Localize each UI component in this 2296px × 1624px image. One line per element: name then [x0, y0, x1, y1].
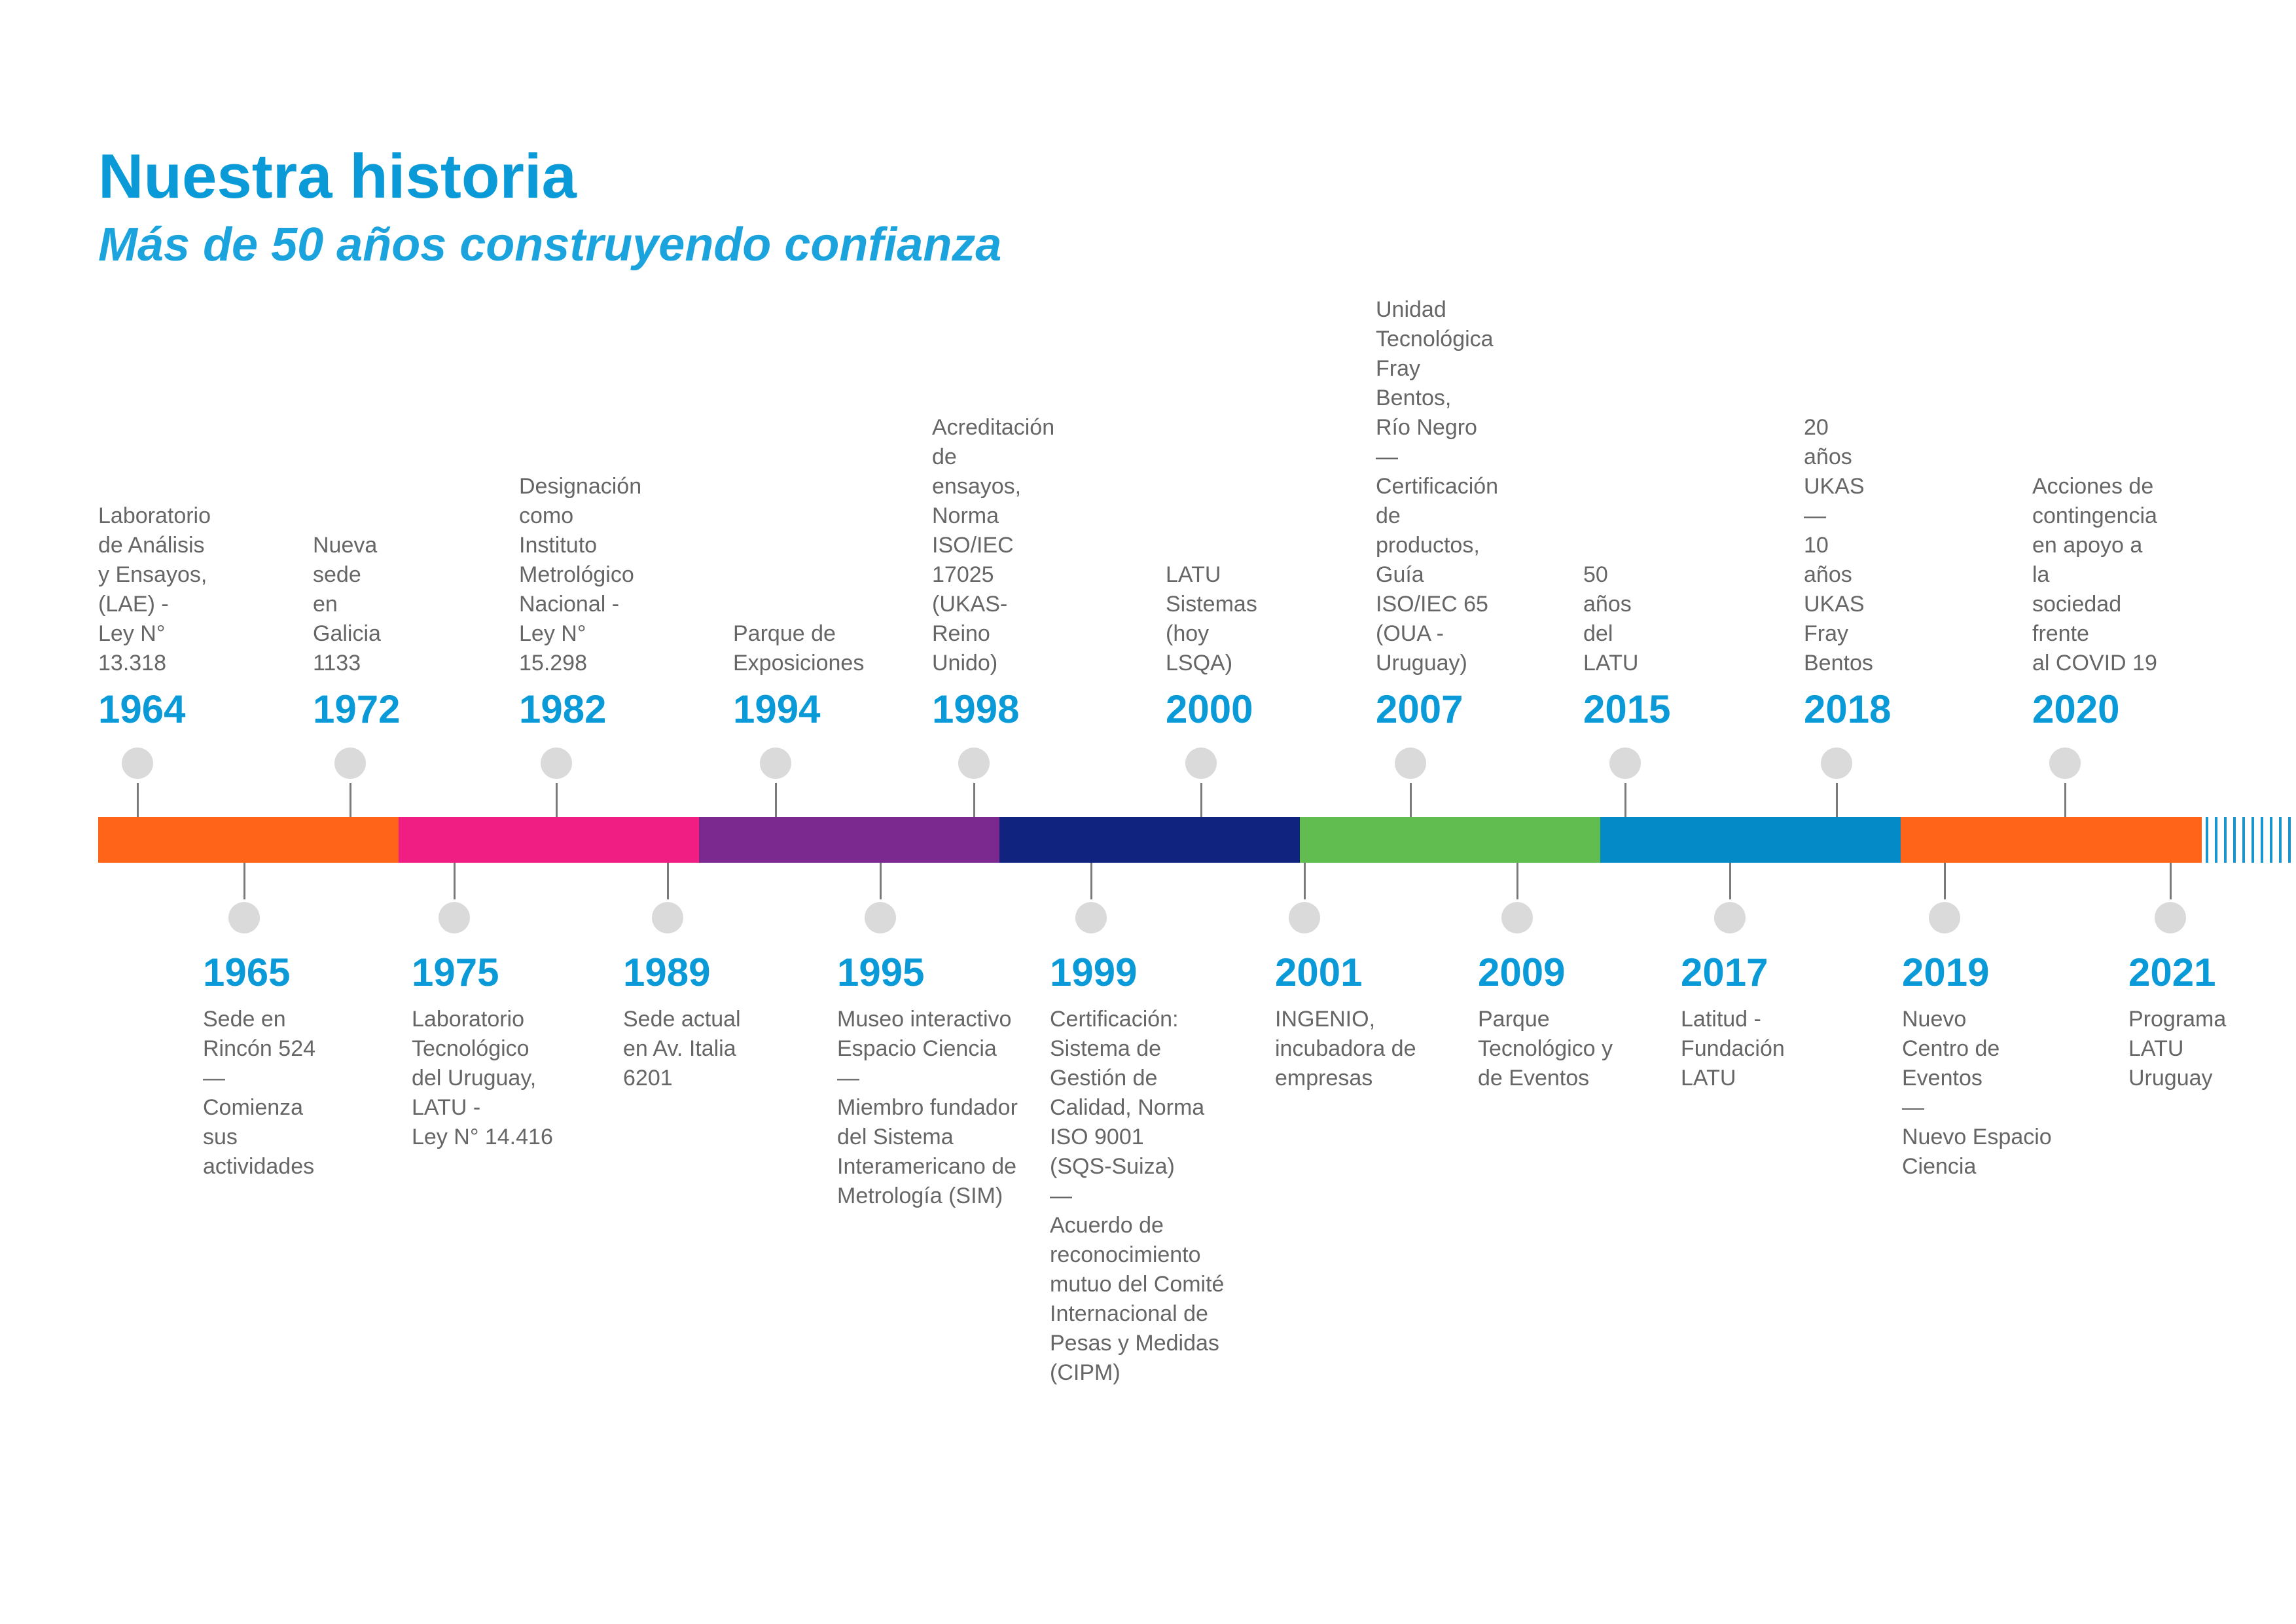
milestone-dot [541, 748, 572, 779]
milestone-year: 1965 [203, 950, 291, 994]
page-title: Nuestra historia [98, 141, 577, 211]
milestone-dot [1075, 902, 1107, 933]
milestone-stem [1836, 783, 1838, 817]
timeline-bar [98, 817, 2202, 863]
milestone-dot [1501, 902, 1533, 933]
milestone-dot [652, 902, 683, 933]
milestone-description: INGENIO, incubadora de empresas [1275, 1007, 1416, 1091]
milestone-year: 1972 [313, 687, 401, 731]
milestone-stem [1090, 863, 1092, 899]
milestone-description: Parque Tecnológico y de Eventos [1478, 1007, 1613, 1091]
milestone-description-text: Acciones de contingencia en apoyo a la s… [2032, 474, 2157, 676]
milestone-description: Sede en Rincón 524 — Comienza sus activi… [203, 1007, 316, 1179]
milestone-year: 1995 [837, 950, 925, 994]
milestone-dot [760, 748, 791, 779]
milestone-stem [667, 863, 669, 899]
milestone-dot [958, 748, 990, 779]
milestone-description: Sede actual en Av. Italia 6201 [623, 1007, 741, 1091]
milestone-dot [1714, 902, 1746, 933]
milestone-year: 2018 [1804, 687, 1892, 731]
milestone-dot [1395, 748, 1426, 779]
milestone-year: 1999 [1050, 950, 1138, 994]
milestone-description: Certificación: Sistema de Gestión de Cal… [1050, 1007, 1225, 1385]
milestone-dot [865, 902, 896, 933]
milestone-dot [334, 748, 366, 779]
milestone-year: 1994 [733, 687, 821, 731]
milestone-stem [1410, 783, 1412, 817]
milestone-stem [2170, 863, 2172, 899]
milestone-year: 1964 [98, 687, 186, 731]
milestone-dot [2049, 748, 2081, 779]
milestone-stem [350, 783, 351, 817]
milestone-dot [228, 902, 260, 933]
milestone-year: 2015 [1583, 687, 1671, 731]
milestone-year: 1989 [623, 950, 711, 994]
milestone-year: 2019 [1902, 950, 1990, 994]
milestone-stem [1729, 863, 1731, 899]
milestone-year: 2021 [2128, 950, 2216, 994]
milestone-stem [880, 863, 882, 899]
timeline-segment [1300, 817, 1600, 863]
milestone-year: 2001 [1275, 950, 1363, 994]
milestone-description-text: Acreditación de ensayos, Norma ISO/IEC 1… [932, 415, 1055, 676]
milestone-description-text: Laboratorio de Análisis y Ensayos, (LAE)… [98, 503, 211, 676]
milestone-year: 1982 [519, 687, 607, 731]
milestone-dot [122, 748, 153, 779]
milestone-description-text: Parque de Exposiciones [733, 621, 865, 676]
milestone-description: Latitud - Fundación LATU [1681, 1007, 1785, 1091]
milestone-dot [1609, 748, 1641, 779]
milestone-year: 2009 [1478, 950, 1566, 994]
milestone-description: Museo interactivo Espacio Ciencia — Miem… [837, 1007, 1018, 1208]
milestone-dot [439, 902, 470, 933]
milestone-dot [2155, 902, 2186, 933]
milestone-stem [2064, 783, 2066, 817]
milestone-description: Programa LATU Uruguay [2128, 1007, 2227, 1091]
milestone-stem [973, 783, 975, 817]
milestone-description-text: LATU Sistemas (hoy LSQA) [1166, 562, 1257, 676]
milestone-stem [243, 863, 245, 899]
milestone-stem [454, 863, 456, 899]
milestone-year: 2007 [1376, 687, 1463, 731]
timeline-segment [999, 817, 1300, 863]
milestone-stem [1200, 783, 1202, 817]
timeline-segment [1901, 817, 2202, 863]
milestone-dot [1289, 902, 1320, 933]
milestone-description-text: 20 años UKAS — 10 años UKAS Fray Bentos [1804, 415, 1873, 676]
timeline-segment [399, 817, 699, 863]
milestone-stem [1944, 863, 1946, 899]
milestone-description-text: Designación como Instituto Metrológico N… [519, 474, 642, 676]
milestone-description: Laboratorio Tecnológico del Uruguay, LAT… [412, 1007, 553, 1149]
milestone-stem [1304, 863, 1306, 899]
page-subtitle: Más de 50 años construyendo confianza [98, 219, 1002, 271]
milestone-dot [1821, 748, 1852, 779]
milestone-stem [137, 783, 139, 817]
timeline-segment [1600, 817, 1901, 863]
milestone-dot [1185, 748, 1217, 779]
milestone-description: Nuevo Centro de Eventos — Nuevo Espacio … [1902, 1007, 2052, 1179]
milestone-stem [556, 783, 558, 817]
milestone-year: 2000 [1166, 687, 1253, 731]
milestone-description-text: 50 años del LATU [1583, 562, 1639, 676]
milestone-year: 2020 [2032, 687, 2120, 731]
milestone-dot [1929, 902, 1960, 933]
milestone-stem [1516, 863, 1518, 899]
milestone-year: 1998 [932, 687, 1020, 731]
timeline-segment [699, 817, 999, 863]
timeline-segment [98, 817, 399, 863]
milestone-year: 2017 [1681, 950, 1768, 994]
milestone-stem [1624, 783, 1626, 817]
milestone-stem [775, 783, 777, 817]
milestone-year: 1975 [412, 950, 499, 994]
milestone-description-text: Unidad Tecnológica Fray Bentos, Río Negr… [1376, 297, 1499, 676]
timeline-continuation [2206, 817, 2296, 863]
milestone-description-text: Nueva sede en Galicia 1133 [313, 533, 381, 676]
